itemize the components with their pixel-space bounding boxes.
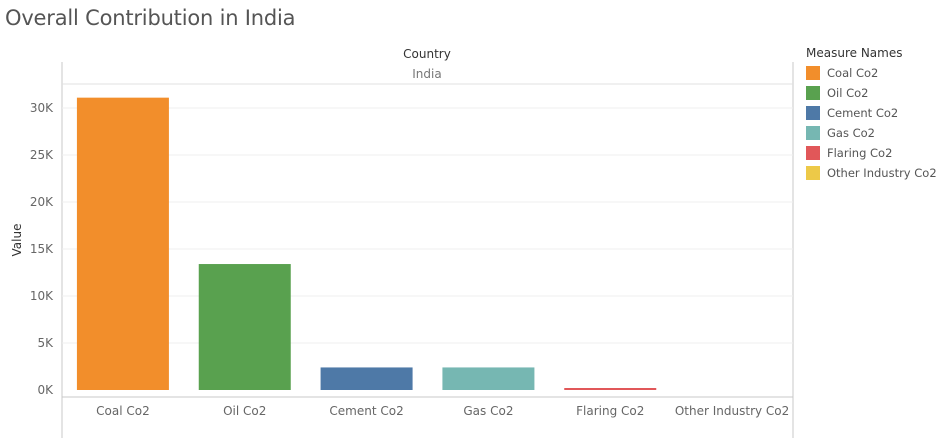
legend-label: Oil Co2 [827, 86, 869, 100]
legend-swatch [806, 106, 820, 120]
legend-swatch [806, 66, 820, 80]
axes-frame [61, 62, 794, 438]
column-header-country: Country [403, 47, 451, 61]
y-ticks: 0K 5K 10K 15K 20K 25K 30K [30, 101, 54, 397]
bar-coal-co2[interactable] [76, 97, 169, 390]
legend-items: Coal Co2 Oil Co2 Cement Co2 Gas Co2 Flaring … [806, 63, 937, 183]
y-tick-label: 15K [30, 242, 54, 256]
x-tick-label: Oil Co2 [223, 404, 266, 418]
legend-label: Other Industry Co2 [827, 166, 937, 180]
legend-title: Measure Names [806, 46, 903, 60]
x-tick-label: Flaring Co2 [576, 404, 644, 418]
x-tick-labels: Coal Co2 Oil Co2 Cement Co2 Gas Co2 Flaring … [96, 404, 789, 418]
y-tick-label: 10K [30, 289, 54, 303]
x-tick-label: Cement Co2 [329, 404, 403, 418]
chart-title: Overall Contribution in India [5, 6, 296, 30]
legend-item[interactable]: Other Industry Co2 [806, 163, 937, 183]
legend-swatch [806, 166, 820, 180]
legend-swatch [806, 126, 820, 140]
x-tick-label: Coal Co2 [96, 404, 150, 418]
y-tick-label: 20K [30, 195, 54, 209]
bar-gas-co2[interactable] [442, 367, 535, 390]
bar-cement-co2[interactable] [320, 367, 413, 390]
bar-flaring-co2[interactable] [564, 388, 657, 390]
x-tick-label: Other Industry Co2 [675, 404, 789, 418]
legend-label: Cement Co2 [827, 106, 899, 120]
y-tick-label: 0K [37, 383, 54, 397]
bar-oil-co2[interactable] [198, 264, 291, 390]
gridlines [62, 107, 793, 344]
y-tick-label: 25K [30, 148, 54, 162]
x-tick-label: Gas Co2 [463, 404, 513, 418]
legend-item[interactable]: Oil Co2 [806, 83, 937, 103]
legend: Measure Names Coal Co2 Oil Co2 Cement Co2 G… [806, 46, 937, 183]
y-tick-label: 5K [37, 336, 54, 350]
legend-label: Gas Co2 [827, 126, 875, 140]
legend-item[interactable]: Cement Co2 [806, 103, 937, 123]
legend-item[interactable]: Coal Co2 [806, 63, 937, 83]
bars [76, 97, 657, 390]
legend-label: Coal Co2 [827, 66, 879, 80]
legend-label: Flaring Co2 [827, 146, 893, 160]
y-tick-label: 30K [30, 101, 54, 115]
pane-header-india: India [412, 67, 441, 81]
legend-swatch [806, 146, 820, 160]
legend-swatch [806, 86, 820, 100]
legend-item[interactable]: Gas Co2 [806, 123, 937, 143]
y-axis-label: Value [10, 224, 24, 257]
legend-item[interactable]: Flaring Co2 [806, 143, 937, 163]
